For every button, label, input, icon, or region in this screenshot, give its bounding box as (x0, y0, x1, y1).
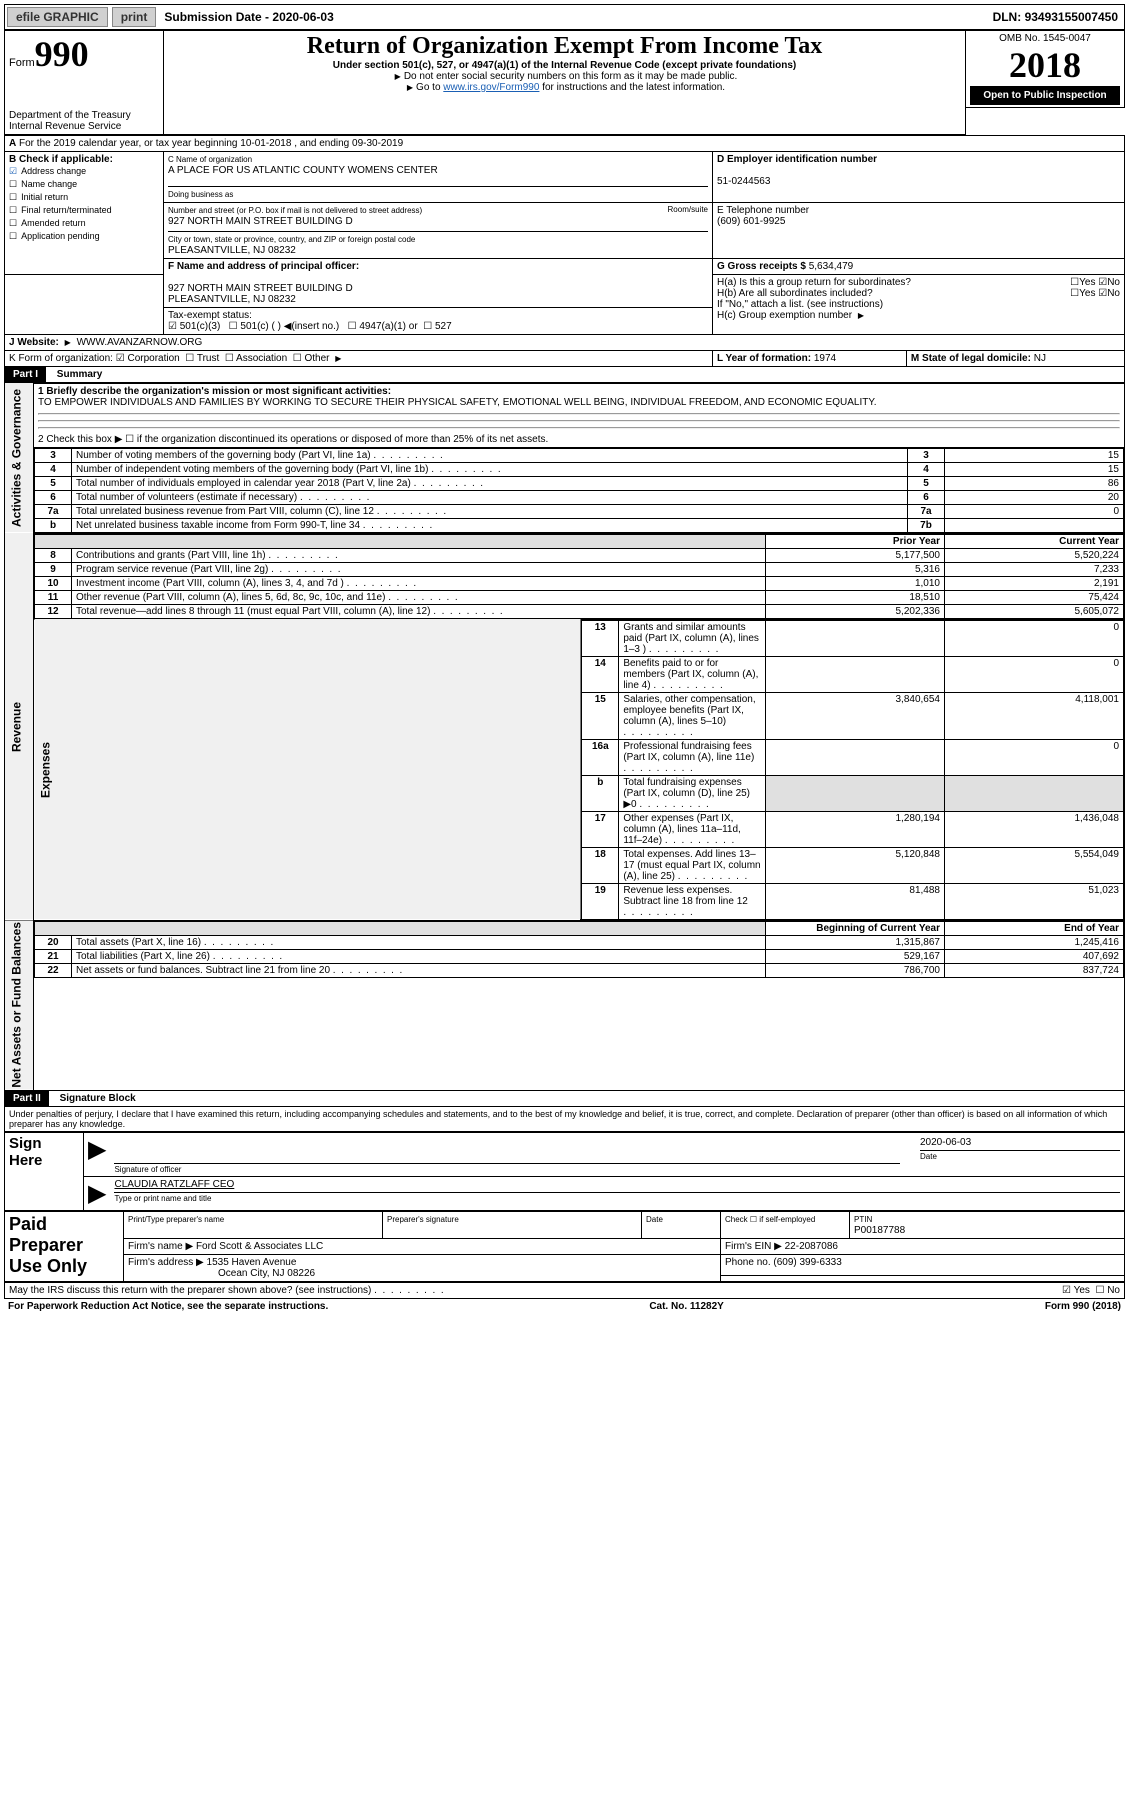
officer-name: CLAUDIA RATZLAFF CEO (114, 1179, 234, 1190)
c-name-label: C Name of organization (168, 155, 252, 164)
part1-title: Summary (49, 369, 103, 380)
footer-form: Form 990 (2018) (1045, 1301, 1121, 1312)
form-title: Return of Organization Exempt From Incom… (168, 33, 961, 60)
sub-label: Submission Date - (164, 10, 272, 24)
room-label: Room/suite (668, 205, 708, 214)
q2-label: 2 Check this box ▶ ☐ if the organization… (38, 434, 548, 445)
f-officer-label: F Name and address of principal officer: (168, 261, 359, 272)
sign-arrow-icon-2: ▶ (88, 1179, 114, 1208)
omb-number: 1545-0047 (1043, 33, 1091, 44)
firm-addr1: 1535 Haven Avenue (207, 1257, 297, 1268)
side-expenses: Expenses (34, 619, 581, 920)
ptin: P00187788 (854, 1225, 905, 1236)
expenses-table: 13Grants and similar amounts paid (Part … (581, 620, 1124, 920)
m-state: NJ (1034, 353, 1046, 364)
dln-label: DLN: (993, 10, 1025, 24)
cb-initial-return[interactable]: Initial return (9, 191, 159, 204)
sign-arrow-icon: ▶ (88, 1135, 114, 1174)
tax-status-label: Tax-exempt status: (168, 310, 252, 321)
city-state-zip: PLEASANTVILLE, NJ 08232 (168, 245, 296, 256)
form-header: Form990 Return of Organization Exempt Fr… (4, 30, 1125, 135)
part2-title: Signature Block (52, 1093, 136, 1104)
tax-501c3: 501(c)(3) (180, 321, 221, 332)
cb-address-change[interactable]: Address change (9, 165, 159, 178)
addr-label: Number and street (or P.O. box if mail i… (168, 206, 422, 215)
dba-label: Doing business as (168, 190, 233, 199)
discuss-question: May the IRS discuss this return with the… (5, 1283, 1125, 1299)
firm-addr2: Ocean City, NJ 08226 (128, 1268, 315, 1279)
dln: DLN: 93493155007450 (987, 8, 1124, 26)
dept-irs: Internal Revenue Service (9, 121, 121, 132)
cb-application[interactable]: Application pending (9, 230, 159, 243)
cb-name-change[interactable]: Name change (9, 178, 159, 191)
print-button[interactable]: print (112, 7, 157, 27)
governance-table: 3Number of voting members of the governi… (34, 448, 1124, 533)
b-checkboxes: B Check if applicable: Address change Na… (5, 151, 164, 274)
side-netassets: Net Assets or Fund Balances (5, 920, 34, 1091)
form-subtitle: Under section 501(c), 527, or 4947(a)(1)… (168, 60, 961, 71)
sig-date: 2020-06-03 (920, 1137, 971, 1148)
cb-amended[interactable]: Amended return (9, 217, 159, 230)
l-label: L Year of formation: (717, 353, 814, 364)
revenue-table: Prior YearCurrent Year 8Contributions an… (34, 534, 1124, 619)
phone: (609) 601-9925 (717, 216, 785, 227)
paid-preparer: Paid Preparer Use Only (5, 1212, 124, 1282)
g-gross-label: G Gross receipts $ (717, 261, 809, 272)
instr-1: Do not enter social security numbers on … (168, 71, 961, 82)
city-label: City or town, state or province, country… (168, 235, 415, 244)
instr-2: Go to www.irs.gov/Form990 for instructio… (168, 82, 961, 93)
top-bar: efile GRAPHIC print Submission Date - 20… (4, 4, 1125, 30)
inspection-box: Open to Public Inspection (970, 86, 1120, 105)
submission-date: Submission Date - 2020-06-03 (158, 8, 339, 26)
form-word: Form (9, 57, 35, 69)
side-revenue: Revenue (5, 533, 34, 920)
h-c: H(c) Group exemption number (717, 310, 852, 321)
j-website-label: J Website: (9, 337, 59, 348)
firm-name: Ford Scott & Associates LLC (196, 1241, 323, 1252)
form-number: 990 (35, 34, 89, 74)
firm-phone: (609) 399-6333 (773, 1257, 841, 1268)
officer-addr1: 927 NORTH MAIN STREET BUILDING D (168, 283, 353, 294)
part1-header: Part I (5, 367, 46, 382)
h-a: H(a) Is this a group return for subordin… (717, 277, 911, 288)
footer-cat: Cat. No. 11282Y (649, 1301, 723, 1312)
e-phone-label: E Telephone number (717, 205, 809, 216)
efile-label: efile GRAPHIC (7, 7, 108, 27)
part2-header: Part II (5, 1091, 49, 1106)
ein: 51-0244563 (717, 176, 770, 187)
h-b-note: If "No," attach a list. (see instruction… (717, 299, 883, 310)
cb-final-return[interactable]: Final return/terminated (9, 204, 159, 217)
sig-officer-label: Signature of officer (114, 1163, 900, 1174)
officer-addr2: PLEASANTVILLE, NJ 08232 (168, 294, 296, 305)
m-label: M State of legal domicile: (911, 353, 1034, 364)
form990-link[interactable]: www.irs.gov/Form990 (443, 82, 539, 93)
q1-label: 1 Briefly describe the organization's mi… (38, 386, 391, 397)
side-activities: Activities & Governance (5, 383, 34, 533)
gross-receipts: 5,634,479 (809, 261, 854, 272)
street-address: 927 NORTH MAIN STREET BUILDING D (168, 216, 353, 227)
dept-treasury: Department of the Treasury (9, 110, 131, 121)
l-year: 1974 (814, 353, 836, 364)
dln-value: 93493155007450 (1025, 10, 1118, 24)
penalties-text: Under penalties of perjury, I declare th… (4, 1107, 1125, 1132)
omb-label: OMB No. (999, 33, 1043, 44)
mission: TO EMPOWER INDIVIDUALS AND FAMILIES BY W… (38, 397, 877, 408)
k-label: K Form of organization: (9, 353, 113, 364)
tax-year: 2018 (970, 44, 1120, 86)
org-name: A PLACE FOR US ATLANTIC COUNTY WOMENS CE… (168, 165, 438, 176)
firm-ein: 22-2087086 (785, 1241, 838, 1252)
h-b: H(b) Are all subordinates included? (717, 288, 873, 299)
a-tax-year: A For the 2019 calendar year, or tax yea… (5, 135, 1125, 151)
officer-label: Type or print name and title (114, 1192, 1120, 1203)
footer-left: For Paperwork Reduction Act Notice, see … (8, 1301, 328, 1312)
sign-here: Sign Here (5, 1133, 84, 1211)
sig-date-label: Date (920, 1150, 1120, 1161)
d-ein-label: D Employer identification number (717, 154, 877, 165)
website: WWW.AVANZARNOW.ORG (77, 337, 203, 348)
netassets-table: Beginning of Current YearEnd of Year 20T… (34, 921, 1124, 978)
sub-date: 2020-06-03 (272, 10, 333, 24)
footer: For Paperwork Reduction Act Notice, see … (4, 1299, 1125, 1312)
